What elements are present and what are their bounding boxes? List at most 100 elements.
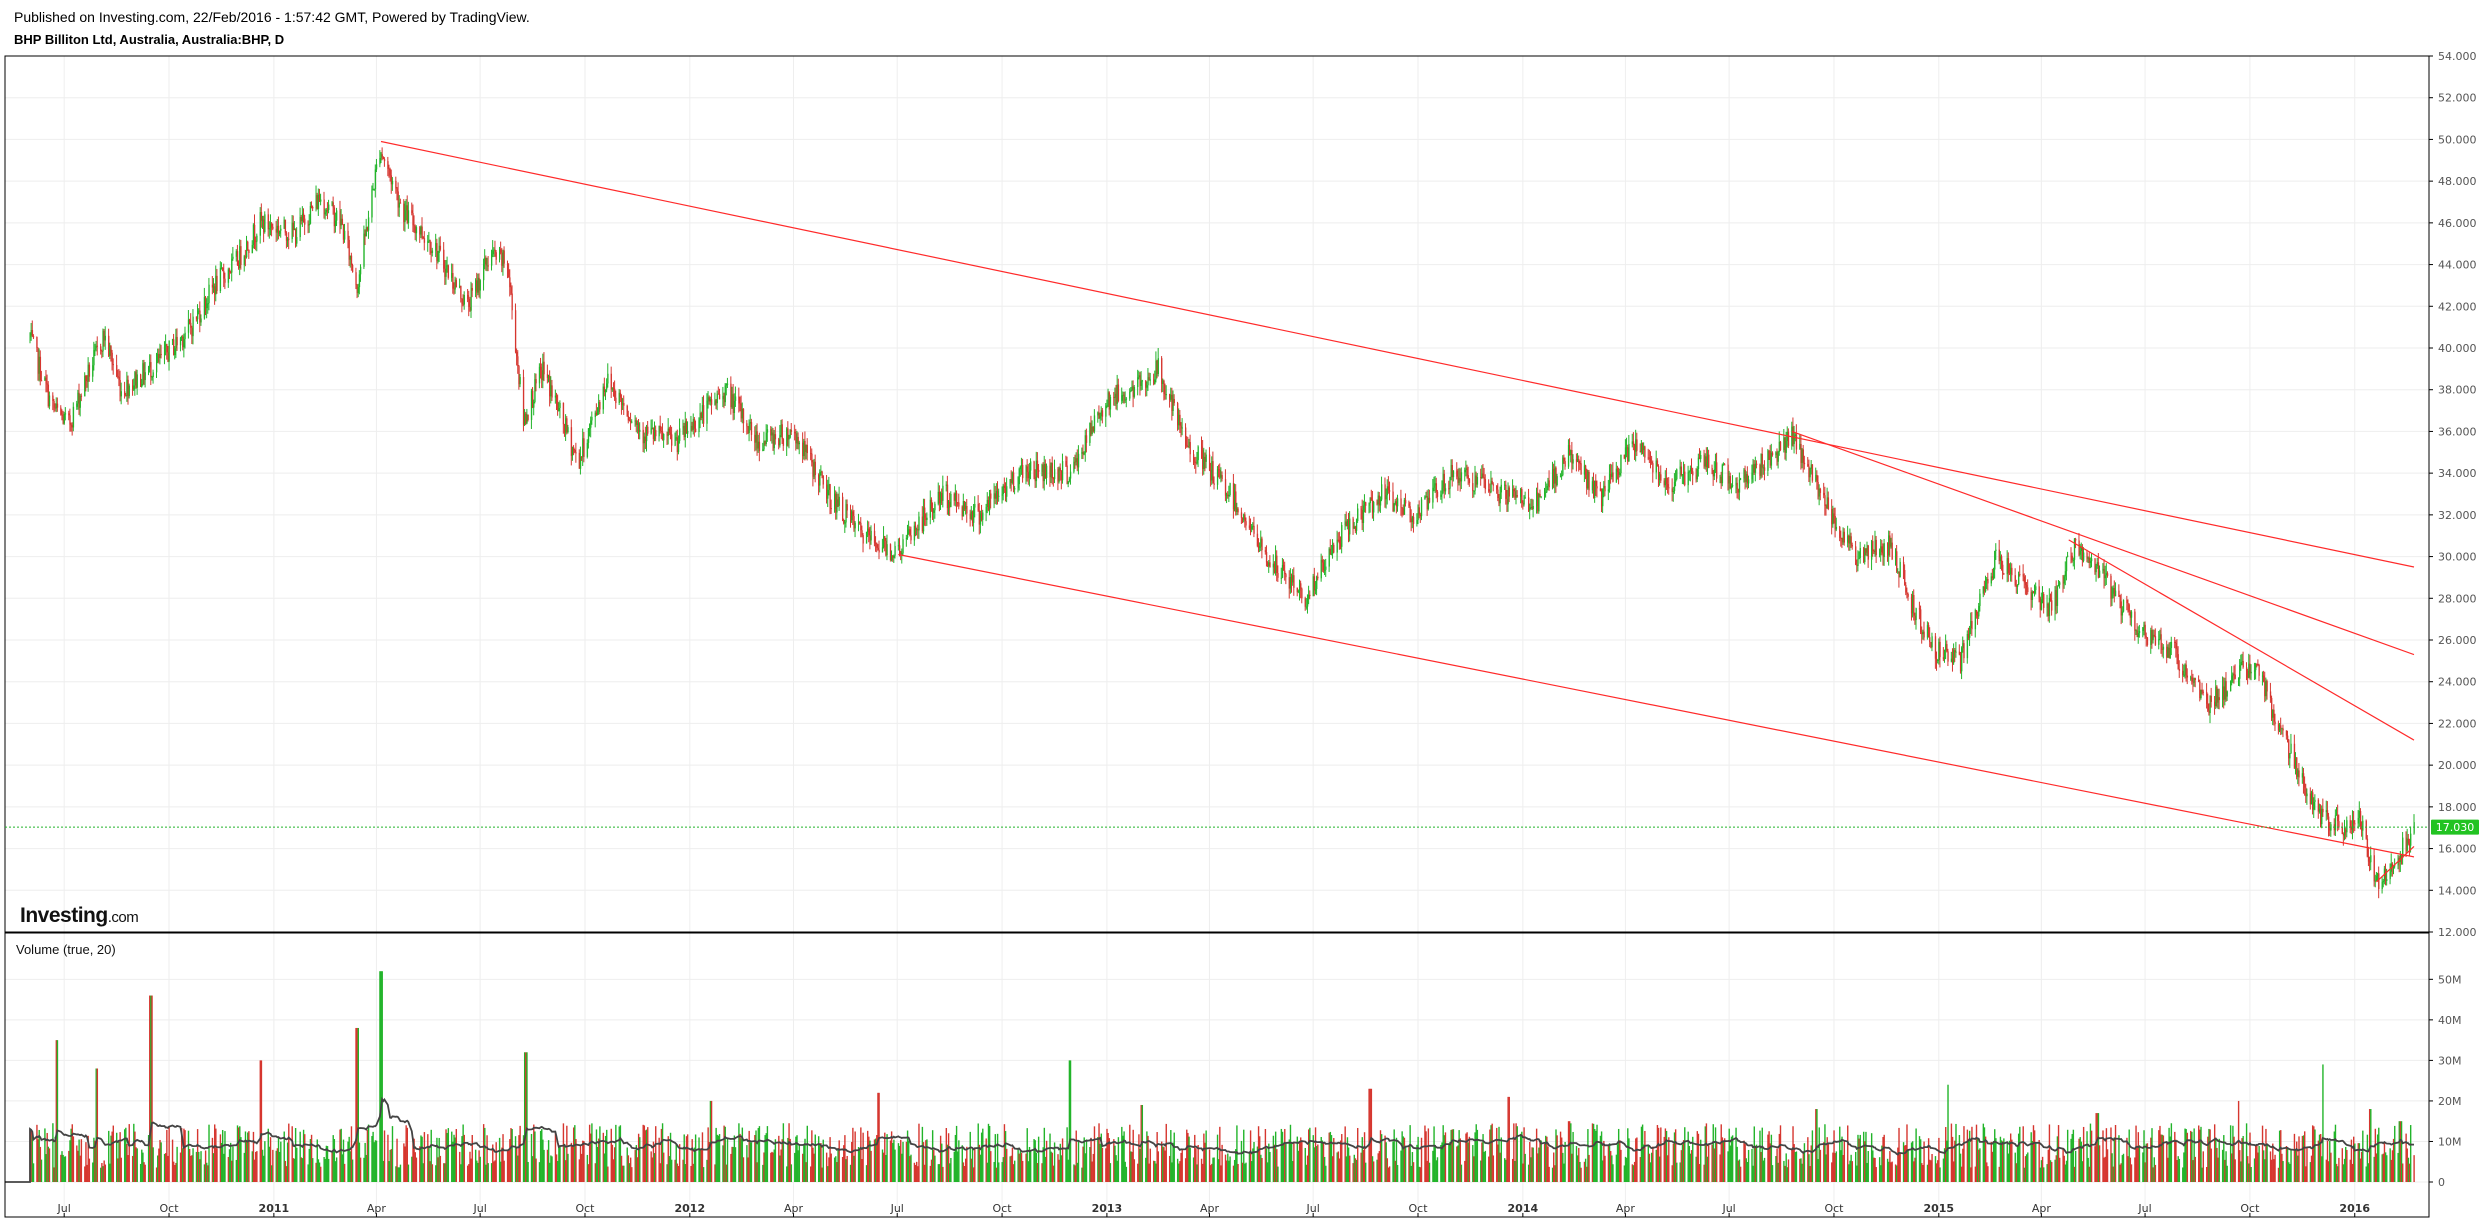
candle-body — [2218, 697, 2220, 701]
candle-body — [2024, 582, 2027, 586]
candle-body — [276, 225, 279, 233]
volume-bar — [85, 1142, 87, 1182]
volume-bar — [913, 1162, 916, 1182]
candle-body — [1977, 615, 1979, 617]
volume-bar — [471, 1135, 473, 1182]
candle-body — [2207, 703, 2209, 711]
volume-bar — [2357, 1143, 2359, 1182]
volume-bar — [462, 1124, 464, 1182]
candle-body — [677, 440, 680, 453]
candle-body — [948, 501, 950, 509]
volume-bar — [70, 1128, 72, 1182]
candle-body — [1681, 474, 1684, 476]
volume-bar — [1394, 1160, 1397, 1182]
volume-bar — [509, 1139, 511, 1182]
candle-body — [2279, 725, 2281, 731]
candle-body — [1840, 537, 1842, 539]
volume-bar — [1664, 1128, 1667, 1182]
volume-bar — [1444, 1132, 1447, 1182]
candle-body — [1276, 555, 1278, 574]
candle-body — [1248, 525, 1251, 529]
candle-body — [707, 397, 709, 401]
volume-bar — [1815, 1109, 1817, 1182]
candle-body — [2059, 582, 2061, 585]
volume-bar — [220, 1142, 223, 1182]
volume-bar — [2081, 1161, 2084, 1182]
volume-bar — [506, 1149, 509, 1182]
candle-body — [2078, 540, 2080, 555]
volume-bar — [1051, 1152, 1054, 1182]
candle-body — [1441, 487, 1443, 495]
candle-body — [2312, 792, 2314, 810]
candle-body — [1482, 473, 1484, 478]
candle-body — [1312, 576, 1314, 596]
candle-body — [573, 447, 575, 451]
candle-body — [542, 361, 544, 381]
candle-body — [865, 532, 868, 544]
volume-bar — [142, 1152, 144, 1182]
candle-body — [1738, 479, 1741, 493]
volume-bar — [1779, 1125, 1782, 1182]
candle-body — [1732, 485, 1734, 487]
volume-bar — [2104, 1156, 2106, 1182]
candle-body — [1083, 452, 1085, 455]
volume-bar — [1339, 1140, 1342, 1182]
candle-body — [149, 362, 151, 368]
candle-body — [522, 377, 525, 425]
volume-bar — [405, 1125, 407, 1182]
candle-body — [511, 293, 513, 311]
volume-bar — [666, 1164, 668, 1182]
volume-bar — [2146, 1143, 2149, 1182]
candle-body — [860, 522, 862, 531]
volume-bar — [260, 1060, 263, 1182]
volume-bar — [1386, 1158, 1389, 1182]
candle-body — [929, 499, 932, 518]
volume-bar — [590, 1133, 592, 1182]
candle-body — [195, 316, 198, 320]
candle-body — [906, 533, 909, 538]
volume-bar — [1460, 1164, 1463, 1182]
volume-bar — [1894, 1164, 1897, 1182]
candle-body — [1727, 464, 1729, 484]
candle-body — [820, 471, 822, 473]
price-tick-label: 20.000 — [2438, 759, 2477, 772]
candle-body — [1928, 625, 1930, 638]
candle-body — [494, 249, 496, 253]
candle-body — [1848, 535, 1850, 544]
volume-bar — [2182, 1167, 2184, 1182]
volume-bar — [2386, 1155, 2388, 1182]
volume-bar — [655, 1126, 657, 1182]
volume-bar — [430, 1129, 432, 1182]
candle-body — [1148, 377, 1150, 380]
candle-body — [557, 401, 559, 411]
candle-body — [1752, 464, 1754, 473]
candle-body — [1615, 468, 1618, 482]
volume-bar — [373, 1142, 375, 1182]
candle-body — [1546, 485, 1548, 492]
volume-bar — [1950, 1123, 1953, 1182]
volume-bar — [109, 1163, 111, 1182]
candle-body — [1819, 488, 1822, 493]
volume-bar — [167, 1155, 169, 1182]
volume-bar — [1898, 1127, 1900, 1182]
candle-body — [387, 161, 389, 169]
candle-body — [1203, 456, 1205, 470]
volume-bar — [1396, 1165, 1399, 1182]
candle-body — [1985, 581, 1987, 592]
volume-bar — [709, 1100, 712, 1182]
candle-body — [901, 553, 903, 555]
candle-body — [2241, 661, 2243, 663]
candle-body — [1603, 485, 1605, 489]
candle-body — [1395, 501, 1398, 507]
candle-body — [1991, 576, 1994, 578]
volume-bar — [1603, 1140, 1605, 1182]
volume-bar — [2351, 1163, 2354, 1182]
volume-bar — [2122, 1153, 2125, 1182]
volume-bar — [502, 1134, 504, 1182]
candle-body — [1729, 476, 1732, 489]
volume-bar — [1624, 1156, 1627, 1182]
volume-bar — [1523, 1127, 1525, 1182]
volume-bar — [437, 1157, 439, 1182]
volume-bar — [1013, 1160, 1016, 1182]
candle-body — [1132, 386, 1134, 397]
